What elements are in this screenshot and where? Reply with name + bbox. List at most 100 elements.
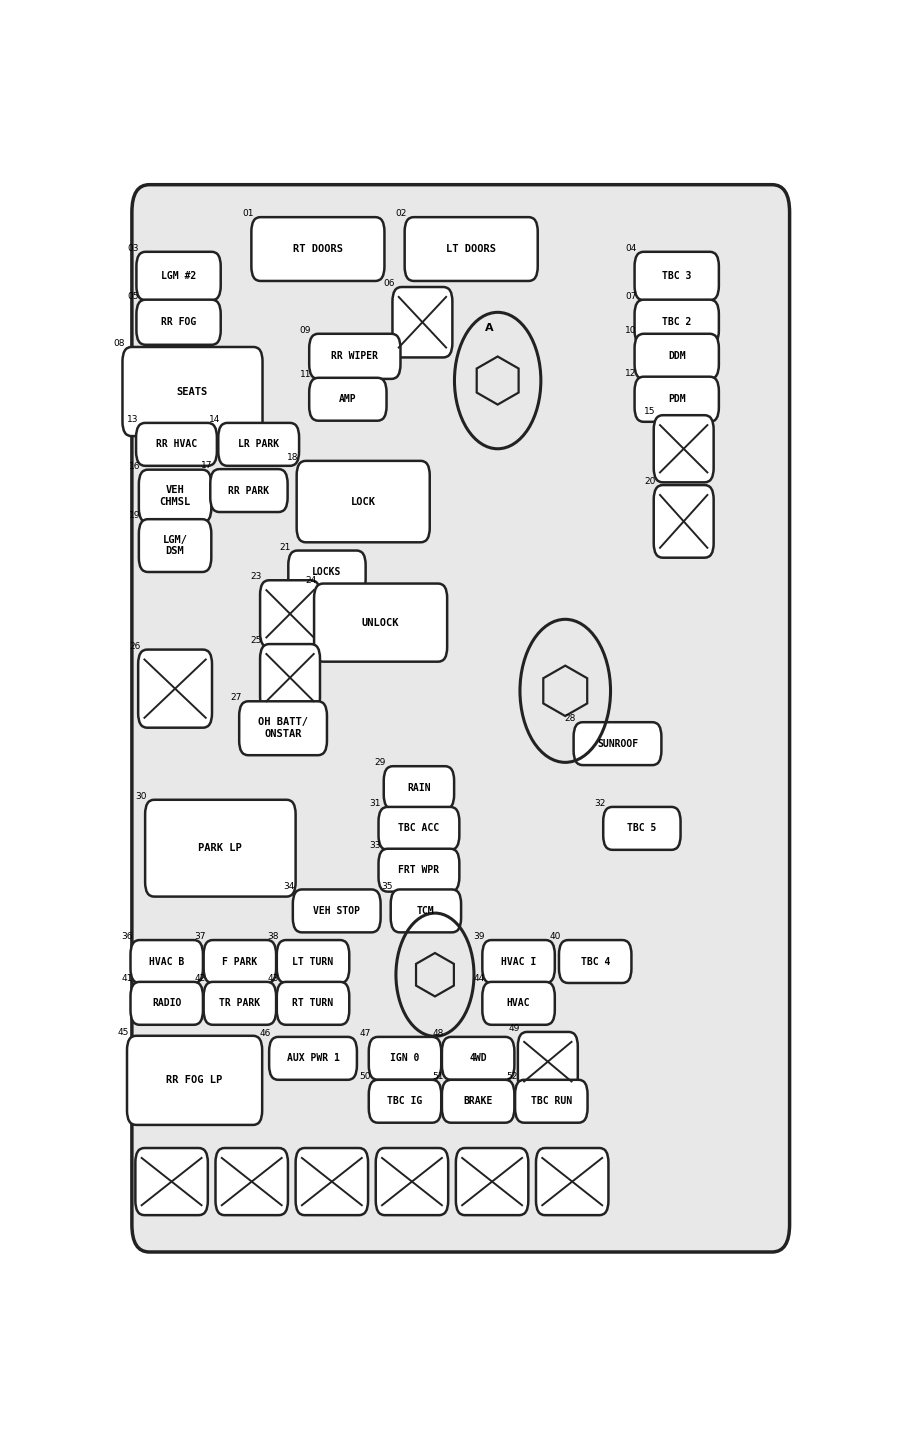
FancyBboxPatch shape (252, 217, 385, 282)
Text: 16: 16 (129, 462, 141, 470)
Text: AUX PWR 1: AUX PWR 1 (287, 1053, 340, 1063)
FancyBboxPatch shape (204, 940, 276, 983)
FancyBboxPatch shape (260, 644, 320, 712)
FancyBboxPatch shape (277, 940, 349, 983)
Text: HVAC I: HVAC I (501, 956, 536, 966)
Text: 49: 49 (509, 1025, 520, 1033)
FancyBboxPatch shape (442, 1037, 514, 1080)
Text: LOCK: LOCK (351, 497, 376, 506)
Text: UNLOCK: UNLOCK (362, 617, 399, 627)
Text: LGM/
DSM: LGM/ DSM (163, 534, 188, 556)
Text: 45: 45 (118, 1027, 129, 1037)
Text: 44: 44 (473, 975, 485, 983)
Text: RR PARK: RR PARK (228, 486, 270, 496)
FancyBboxPatch shape (369, 1080, 441, 1123)
FancyBboxPatch shape (536, 1147, 609, 1215)
Text: 09: 09 (299, 326, 311, 334)
Text: 35: 35 (381, 882, 393, 890)
Text: SUNROOF: SUNROOF (597, 739, 638, 749)
Text: TBC 3: TBC 3 (662, 272, 691, 282)
Text: AMP: AMP (339, 394, 357, 404)
FancyBboxPatch shape (127, 1036, 263, 1125)
FancyBboxPatch shape (289, 550, 366, 593)
FancyBboxPatch shape (378, 807, 459, 850)
FancyBboxPatch shape (635, 334, 719, 379)
FancyBboxPatch shape (239, 702, 327, 755)
Text: 21: 21 (279, 543, 290, 552)
Text: 39: 39 (473, 932, 485, 942)
Text: 32: 32 (594, 799, 605, 807)
Text: 48: 48 (432, 1029, 444, 1037)
Text: RR HVAC: RR HVAC (156, 439, 197, 449)
Text: 12: 12 (626, 369, 636, 377)
Text: 50: 50 (360, 1072, 371, 1080)
Text: LT TURN: LT TURN (292, 956, 334, 966)
Text: 43: 43 (268, 975, 279, 983)
FancyBboxPatch shape (216, 1147, 288, 1215)
FancyBboxPatch shape (635, 252, 719, 300)
Text: A: A (485, 323, 494, 333)
Text: TBC IG: TBC IG (387, 1096, 423, 1106)
FancyBboxPatch shape (384, 766, 454, 809)
Text: IGN 0: IGN 0 (390, 1053, 420, 1063)
FancyBboxPatch shape (518, 1032, 578, 1092)
Text: 01: 01 (242, 209, 254, 219)
Text: 40: 40 (549, 932, 561, 942)
Text: PARK LP: PARK LP (199, 843, 242, 853)
Text: LT DOORS: LT DOORS (446, 244, 496, 254)
Text: 30: 30 (136, 792, 147, 800)
Text: RR FOG LP: RR FOG LP (166, 1076, 223, 1086)
FancyBboxPatch shape (122, 347, 263, 436)
Text: 07: 07 (625, 292, 636, 300)
Text: 05: 05 (127, 292, 138, 300)
Text: RT TURN: RT TURN (292, 999, 334, 1009)
FancyBboxPatch shape (574, 722, 662, 765)
FancyBboxPatch shape (218, 423, 299, 466)
FancyBboxPatch shape (145, 800, 296, 896)
Text: 51: 51 (432, 1072, 444, 1080)
Text: OH BATT/
ONSTAR: OH BATT/ ONSTAR (258, 717, 308, 739)
Text: FRT WPR: FRT WPR (398, 865, 440, 875)
Text: 15: 15 (645, 407, 655, 416)
FancyBboxPatch shape (296, 1147, 368, 1215)
Text: 36: 36 (121, 932, 132, 942)
FancyBboxPatch shape (138, 470, 211, 523)
Text: HVAC B: HVAC B (149, 956, 184, 966)
Text: 47: 47 (360, 1029, 371, 1037)
Text: 38: 38 (267, 932, 279, 942)
Text: TR PARK: TR PARK (219, 999, 261, 1009)
Text: RT DOORS: RT DOORS (293, 244, 343, 254)
FancyBboxPatch shape (297, 462, 430, 542)
Text: 52: 52 (506, 1072, 517, 1080)
FancyBboxPatch shape (635, 300, 719, 344)
FancyBboxPatch shape (210, 469, 288, 512)
FancyBboxPatch shape (378, 849, 459, 892)
Text: 41: 41 (121, 975, 132, 983)
Text: TBC RUN: TBC RUN (530, 1096, 572, 1106)
FancyBboxPatch shape (138, 519, 211, 572)
Text: RADIO: RADIO (152, 999, 182, 1009)
FancyBboxPatch shape (277, 982, 349, 1025)
Text: LR PARK: LR PARK (238, 439, 280, 449)
FancyBboxPatch shape (456, 1147, 529, 1215)
Text: TCM: TCM (417, 906, 435, 916)
Text: RAIN: RAIN (407, 783, 431, 793)
Text: TBC 2: TBC 2 (662, 317, 691, 327)
Text: 18: 18 (288, 453, 298, 462)
FancyBboxPatch shape (635, 377, 719, 422)
FancyBboxPatch shape (132, 184, 789, 1252)
Text: SEATS: SEATS (177, 387, 209, 396)
Text: 13: 13 (127, 414, 138, 424)
FancyBboxPatch shape (309, 377, 387, 420)
Text: 04: 04 (626, 244, 636, 253)
FancyBboxPatch shape (654, 416, 714, 483)
Text: 03: 03 (127, 244, 138, 253)
Text: 4WD: 4WD (469, 1053, 487, 1063)
FancyBboxPatch shape (391, 889, 461, 932)
FancyBboxPatch shape (515, 1080, 588, 1123)
Text: 17: 17 (200, 462, 212, 470)
Text: HVAC: HVAC (507, 999, 530, 1009)
Text: PDM: PDM (668, 394, 686, 404)
Text: 33: 33 (369, 840, 380, 850)
Text: 02: 02 (396, 209, 406, 219)
